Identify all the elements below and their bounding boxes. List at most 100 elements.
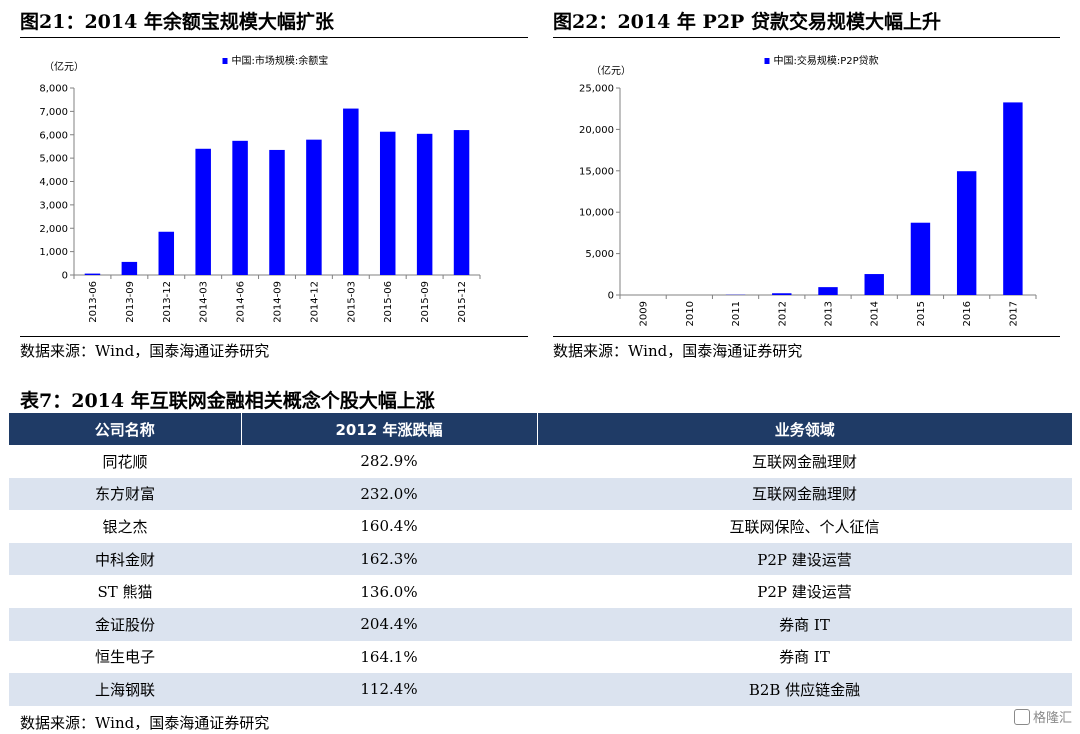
x-tick-label: 2013-09	[125, 281, 136, 323]
bar	[269, 149, 285, 275]
business-cell: 互联网金融理财	[537, 445, 1072, 478]
bar	[343, 108, 359, 275]
x-tick-label: 2015-03	[346, 281, 357, 323]
y-tick-label: 0	[608, 291, 614, 302]
bar	[956, 171, 977, 295]
business-cell: P2P 建设运营	[537, 575, 1072, 608]
y-tick-label: 25,000	[579, 84, 614, 95]
change-cell: 204.4%	[241, 607, 537, 641]
legend-label: 中国:交易规模:P2P贷款	[774, 54, 879, 67]
company-cell: 恒生电子	[9, 640, 241, 674]
company-cell: 同花顺	[9, 445, 241, 478]
company-cell: ST 熊猫	[9, 575, 241, 608]
bar	[772, 293, 792, 295]
company-cell: 东方财富	[9, 477, 241, 511]
company-cell: 上海钢联	[9, 673, 241, 706]
y-tick-label: 2,000	[39, 224, 68, 235]
table7-title: 表7：2014 年互联网金融相关概念个股大幅上涨	[20, 390, 435, 412]
y-tick-label: 20,000	[579, 125, 614, 136]
x-tick-label: 2014	[870, 301, 881, 326]
figure21-chart: 中国:市场规模:余额宝 （亿元） 0 1,000 2,000 3,000 4,000 5,00…	[39, 54, 481, 323]
bar	[864, 274, 884, 295]
bar	[195, 148, 211, 275]
bar	[379, 131, 396, 275]
y-axis-unit: （亿元）	[591, 64, 631, 77]
x-tick-label: 2017	[1008, 301, 1019, 326]
y-tick-label: 6,000	[39, 130, 68, 141]
y-tick-label: 10,000	[579, 208, 614, 219]
change-cell: 112.4%	[241, 673, 537, 706]
x-tick-label: 2015	[916, 301, 927, 326]
y-tick-label: 5,000	[39, 154, 68, 165]
company-cell: 中科金财	[9, 542, 241, 576]
table-row: 东方财富 232.0% 互联网金融理财	[9, 477, 1072, 511]
change-cell: 160.4%	[241, 510, 537, 543]
x-tick-label: 2012	[777, 301, 788, 326]
x-tick-label: 2014-03	[199, 281, 210, 323]
company-cell: 银之杰	[9, 510, 241, 543]
change-cell: 162.3%	[241, 542, 537, 576]
business-cell: B2B 供应链金融	[537, 673, 1072, 706]
bar	[84, 273, 101, 275]
table-row: 金证股份 204.4% 券商 IT	[9, 607, 1072, 641]
company-cell: 金证股份	[9, 607, 241, 641]
x-tick-label: 2015-12	[457, 281, 468, 323]
legend-swatch	[222, 58, 228, 64]
x-tick-label: 2011	[731, 301, 742, 326]
business-cell: 互联网保险、个人征信	[537, 510, 1072, 543]
change-cell: 164.1%	[241, 640, 537, 674]
x-tick-label: 2016	[962, 301, 973, 326]
table7-source: 数据来源：Wind，国泰海通证券研究	[20, 714, 270, 732]
x-tick-label: 2013-06	[88, 281, 99, 323]
change-cell: 136.0%	[241, 575, 537, 608]
figure21-title: 图21：2014 年余额宝规模大幅扩张	[20, 11, 334, 33]
watermark-logo-icon	[1013, 709, 1030, 725]
table-row: 中科金财 162.3% P2P 建设运营	[9, 542, 1072, 576]
y-tick-label: 7,000	[39, 107, 68, 118]
table-row: ST 熊猫 136.0% P2P 建设运营	[9, 575, 1072, 608]
y-tick-label: 0	[62, 271, 68, 282]
x-tick-label: 2015-09	[420, 281, 431, 323]
stocks-table: 公司名称 2012 年涨跌幅 业务领域 同花顺 282.9% 互联网金融理财 东…	[9, 413, 1072, 706]
y-tick-label: 4,000	[39, 177, 68, 188]
table-row: 同花顺 282.9% 互联网金融理财	[9, 445, 1072, 478]
figure21-bottom-rule	[20, 336, 528, 337]
x-tick-label: 2009	[639, 301, 650, 326]
figure22-bottom-rule	[553, 336, 1060, 337]
y-tick-label: 15,000	[579, 166, 614, 177]
legend-label: 中国:市场规模:余额宝	[232, 54, 329, 67]
table-row: 上海钢联 112.4% B2B 供应链金融	[9, 673, 1072, 706]
table-row: 银之杰 160.4% 互联网保险、个人征信	[9, 510, 1072, 543]
business-cell: P2P 建设运营	[537, 542, 1072, 576]
table-row: 恒生电子 164.1% 券商 IT	[9, 640, 1072, 674]
business-cell: 互联网金融理财	[537, 477, 1072, 511]
y-axis-unit: （亿元）	[44, 60, 84, 73]
table-header-row: 公司名称 2012 年涨跌幅 业务领域	[9, 413, 1072, 445]
x-tick-label: 2014-09	[273, 281, 284, 323]
bar	[232, 140, 248, 275]
bar	[121, 261, 138, 275]
bar	[818, 287, 838, 295]
y-tick-label: 1,000	[39, 247, 68, 258]
figure22-title-rule	[553, 37, 1060, 38]
watermark: 格隆汇	[1013, 707, 1072, 726]
bar	[306, 139, 322, 275]
business-cell: 券商 IT	[537, 640, 1072, 674]
legend-swatch	[764, 58, 770, 64]
watermark-text: 格隆汇	[1032, 711, 1072, 726]
header-change: 2012 年涨跌幅	[241, 413, 538, 445]
bar	[158, 231, 175, 275]
figure21-source: 数据来源：Wind，国泰海通证券研究	[20, 342, 270, 360]
figure22-source: 数据来源：Wind，国泰海通证券研究	[553, 342, 803, 360]
x-tick-label: 2015-06	[383, 281, 394, 323]
x-tick-label: 2014-06	[236, 281, 247, 323]
x-tick-label: 2013	[824, 301, 835, 326]
x-tick-label: 2010	[685, 301, 696, 326]
y-tick-label: 8,000	[39, 84, 68, 95]
figure22-chart: 中国:交易规模:P2P贷款 （亿元） 0 5,000 10,000 15,000 20,00…	[579, 54, 1037, 326]
business-cell: 券商 IT	[537, 607, 1072, 641]
bar	[416, 133, 433, 275]
y-tick-label: 3,000	[39, 200, 68, 211]
x-tick-label: 2014-12	[309, 281, 320, 323]
figure21-title-rule	[20, 37, 528, 38]
